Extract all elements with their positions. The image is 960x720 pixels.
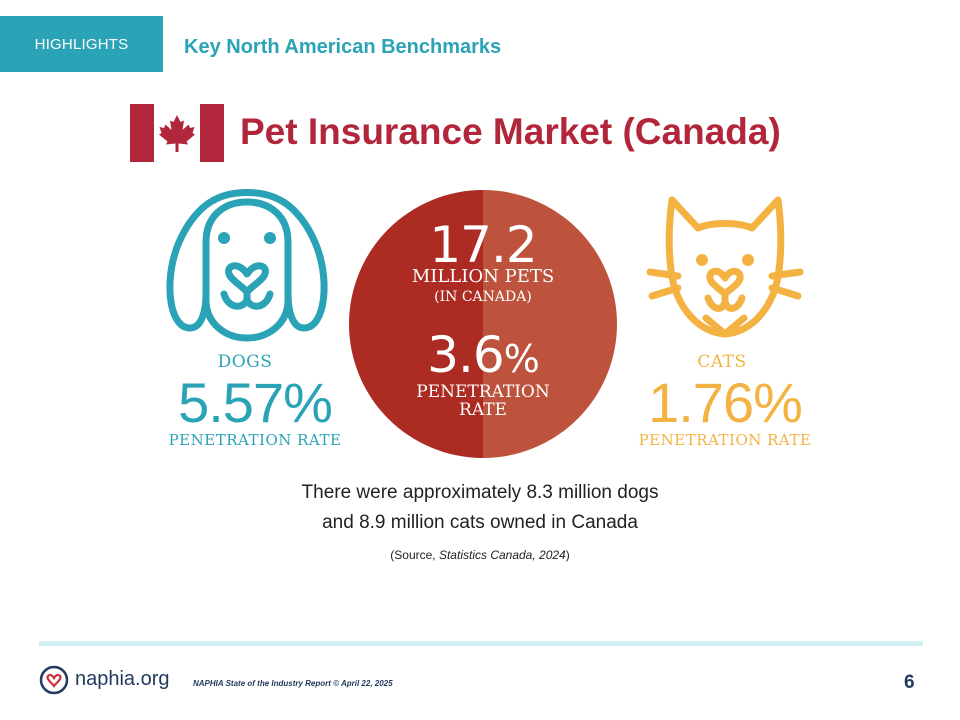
overall-penetration-rate: 3.6% — [427, 326, 540, 384]
total-pets-circle: 17.2 MILLION PETS (IN CANADA) 3.6% PENET… — [349, 190, 617, 458]
overall-rate-label-line1: PENETRATION — [416, 382, 550, 402]
overall-rate-label-line2: RATE — [459, 400, 507, 420]
pet-ownership-note: There were approximately 8.3 million dog… — [0, 478, 960, 538]
note-line-2: and 8.9 million cats owned in Canada — [322, 512, 638, 533]
cats-penetration-rate: 1.76% — [648, 371, 803, 434]
section-subtitle: Key North American Benchmarks — [184, 36, 502, 58]
cats-label: CATS — [697, 352, 747, 372]
source-name: Statistics Canada, 2024 — [438, 548, 566, 562]
dogs-penetration-rate: 5.57% — [178, 371, 333, 434]
note-line-1: There were approximately 8.3 million dog… — [301, 482, 659, 503]
naphia-logo-text: naphia.org — [75, 668, 170, 690]
report-footer: NAPHIA State of the Industry Report © Ap… — [193, 679, 393, 688]
footer-divider — [39, 641, 923, 646]
total-pets-label: MILLION PETS — [411, 266, 555, 287]
highlights-tab: HIGHLIGHTS — [0, 16, 163, 72]
cat-icon — [646, 196, 804, 338]
dogs-rate-label: PENETRATION RATE — [168, 431, 342, 449]
dog-icon — [166, 189, 328, 342]
canada-flag-icon — [130, 104, 224, 162]
total-pets-sublabel: (IN CANADA) — [434, 289, 532, 305]
source-citation: (Source, Statistics Canada, 2024) — [390, 548, 570, 562]
cats-rate-label: PENETRATION RATE — [638, 431, 812, 449]
dogs-label: DOGS — [217, 352, 273, 372]
page-number: 6 — [904, 672, 915, 693]
naphia-logo-icon — [39, 665, 69, 695]
total-pets-number: 17.2 — [429, 216, 537, 274]
page-title: Pet Insurance Market (Canada) — [240, 111, 781, 152]
